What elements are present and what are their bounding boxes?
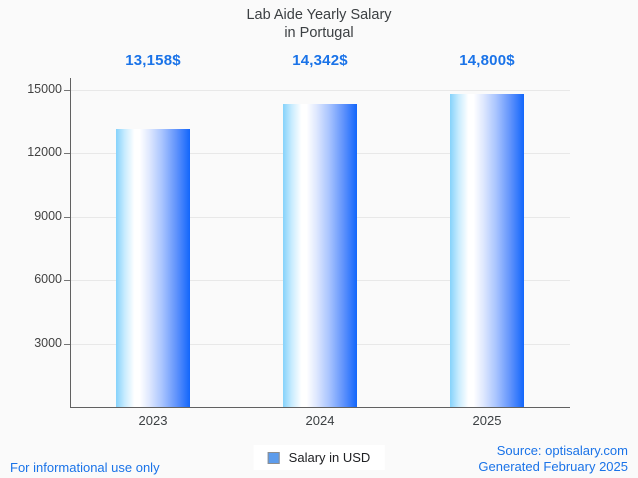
y-tick-mark xyxy=(64,217,70,218)
y-tick-label: 15000 xyxy=(27,82,62,96)
y-tick-mark xyxy=(64,344,70,345)
y-tick-label: 12000 xyxy=(27,145,62,159)
bar-value-label: 13,158$ xyxy=(125,52,181,69)
y-tick-mark xyxy=(64,90,70,91)
y-axis-line xyxy=(70,78,71,408)
x-axis-category-label: 2025 xyxy=(472,413,502,428)
x-axis-category-label: 2023 xyxy=(138,413,168,428)
y-tick-label: 3000 xyxy=(34,336,62,350)
chart-title-line1: Lab Aide Yearly Salary xyxy=(246,7,392,23)
source-block: Source: optisalary.com Generated Februar… xyxy=(478,443,628,475)
salary-bar xyxy=(450,94,524,407)
legend-label: Salary in USD xyxy=(288,450,371,465)
gridline xyxy=(71,90,570,91)
chart-title: Lab Aide Yearly Salary in Portugal xyxy=(0,6,638,42)
generated-date: Generated February 2025 xyxy=(478,459,628,474)
bar-value-label: 14,800$ xyxy=(459,52,515,69)
bar-value-label: 14,342$ xyxy=(292,52,348,69)
x-axis-category-label: 2024 xyxy=(305,413,335,428)
disclaimer-text: For informational use only xyxy=(10,460,160,475)
salary-bar xyxy=(116,129,190,407)
salary-bar xyxy=(283,104,357,407)
y-tick-label: 9000 xyxy=(34,209,62,223)
y-tick-mark xyxy=(64,280,70,281)
legend-square-icon xyxy=(267,451,280,464)
y-tick-mark xyxy=(64,153,70,154)
x-axis-line xyxy=(70,407,570,408)
y-tick-label: 6000 xyxy=(34,272,62,286)
source-link[interactable]: Source: optisalary.com xyxy=(496,443,628,458)
legend: Salary in USD xyxy=(253,445,385,470)
chart-title-line2: in Portugal xyxy=(284,25,354,41)
